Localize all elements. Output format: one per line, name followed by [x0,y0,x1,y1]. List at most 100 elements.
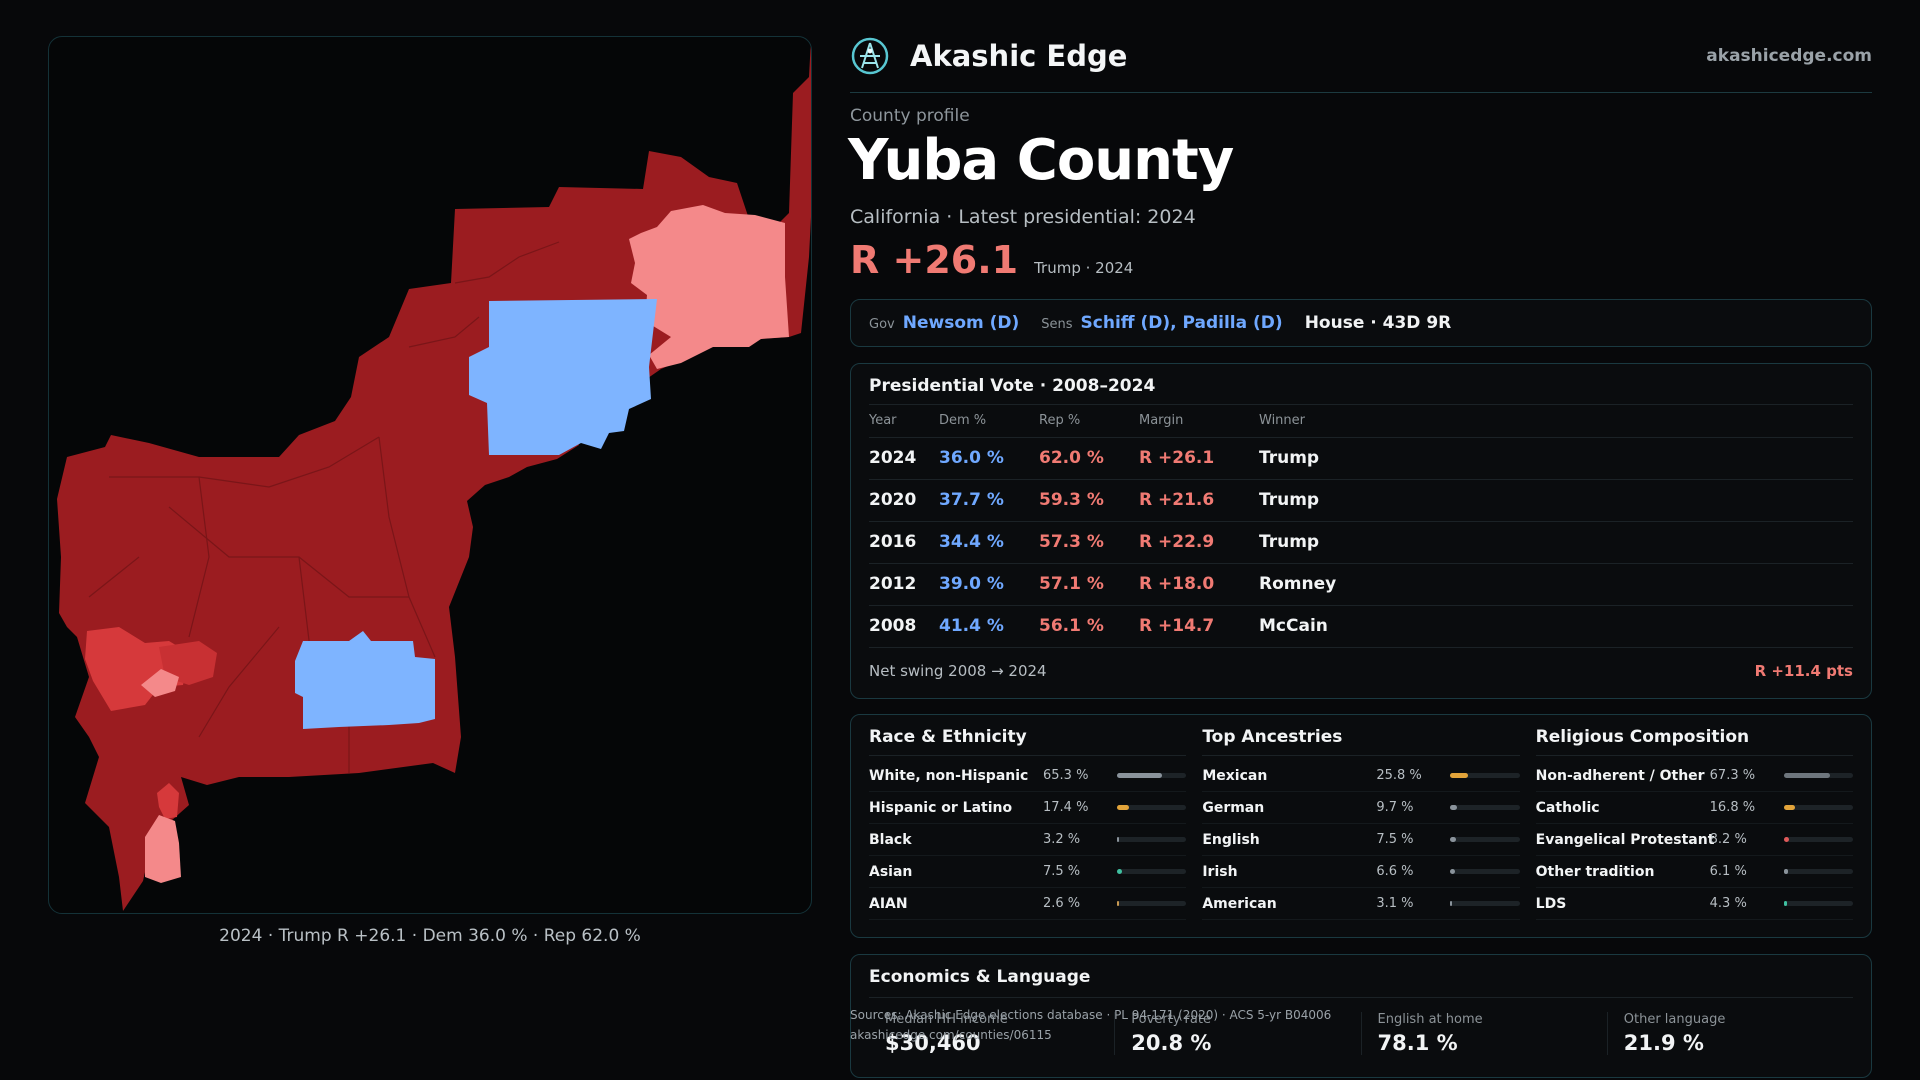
gov-key: Gov [869,317,895,332]
winner-cell: Romney [1259,563,1853,606]
demo-bar-fill [1783,837,1790,842]
table-row[interactable]: 2008 41.4 % 56.1 % R +14.7 McCain [869,605,1853,648]
demo-bar-fill [1450,869,1455,874]
demo-row: Irish 6.6 % [1202,856,1520,888]
year-cell: 2008 [869,605,939,648]
column-header: Dem % [939,405,1039,438]
demo-row: Mexican 25.8 % [1202,760,1520,792]
demo-value: 6.1 % [1709,864,1747,879]
sources-footer: Sources: Akashic Edge elections database… [850,1005,1331,1045]
demo-bar-fill [1450,805,1458,810]
demo-bar-fill [1450,773,1469,778]
demo-row: English 7.5 % [1202,824,1520,856]
precinct-map[interactable] [48,36,812,914]
house-delegation: House · 43D 9R [1304,313,1452,333]
demo-bar-fill [1450,901,1453,906]
demo-label: Mexican [1202,767,1268,784]
precinct-mid-rep-city[interactable] [159,641,217,685]
demo-value: 9.7 % [1376,800,1414,815]
column-header: Rep % [1039,405,1139,438]
governor-name[interactable]: Newsom (D) [902,313,1020,333]
demo-value: 67.3 % [1709,768,1756,783]
rep-cell: 57.1 % [1039,563,1139,606]
county-map-svg [57,39,811,911]
table-header-row: Year Dem % Rep % Margin Winner [869,405,1853,438]
demo-row: Catholic 16.8 % [1535,792,1853,824]
table-row[interactable]: 2016 34.4 % 57.3 % R +22.9 Trump [869,521,1853,564]
econ-stat-label: Poverty rate [1131,1012,1211,1027]
margin-cell: R +26.1 [1139,437,1259,480]
year-cell: 2012 [869,563,939,606]
presidential-table: Year Dem % Rep % Margin Winner 2024 36.0… [869,405,1853,648]
rep-cell: 62.0 % [1039,437,1139,480]
demo-row: White, non-Hispanic 65.3 % [869,760,1187,792]
econ-stat: English at home 78.1 % [1360,1012,1607,1055]
demo-row: Black 3.2 % [869,824,1187,856]
econ-stat: Other language 21.9 % [1606,1012,1853,1055]
precinct-strong-rep[interactable] [57,39,811,911]
section-title: Religious Composition [1535,727,1853,756]
presidential-title: Presidential Vote · 2008–2024 [869,376,1853,405]
headline-margin: R +26.1 Trump · 2024 [850,238,1133,282]
sources-text: Sources: Akashic Edge elections database… [850,1008,1332,1022]
race-ethnicity-section: Race & Ethnicity White, non-Hispanic 65.3… [869,727,1187,925]
column-header: Margin [1139,405,1259,438]
demo-bar [1117,901,1187,906]
precinct-dem-north[interactable] [469,299,657,455]
demo-bar [1783,901,1853,906]
column-header: Year [869,405,939,438]
brand-name: Akashic Edge [910,39,1128,73]
table-row[interactable]: 2020 37.7 % 59.3 % R +21.6 Trump [869,479,1853,522]
demo-bar [1450,773,1520,778]
precinct-dem-south[interactable] [295,631,435,729]
demo-row: Asian 7.5 % [869,856,1187,888]
demo-label: German [1202,799,1265,816]
demo-row: AIAN 2.6 % [869,888,1187,920]
akashic-logo-icon [851,37,889,75]
demo-label: White, non-Hispanic [869,767,1029,784]
section-title: Race & Ethnicity [869,727,1187,756]
section-title: Top Ancestries [1202,727,1520,756]
demo-label: Non-adherent / Other [1535,767,1705,784]
rep-cell: 57.3 % [1039,521,1139,564]
demo-value: 16.8 % [1709,800,1756,815]
sources-link[interactable]: akashicedge.com/counties/06115 [850,1028,1052,1042]
demo-value: 8.2 % [1709,832,1747,847]
demo-bar [1450,805,1520,810]
demo-label: LDS [1535,895,1567,912]
demo-row: Hispanic or Latino 17.4 % [869,792,1187,824]
demo-bar-fill [1783,773,1831,778]
column-header: Winner [1259,405,1853,438]
dem-cell: 41.4 % [939,605,1039,648]
brand-url-link[interactable]: akashicedge.com [1706,46,1872,66]
demo-bar-fill [1117,837,1120,842]
demo-bar [1117,773,1187,778]
precinct-lean-rep-south[interactable] [145,815,181,883]
table-row[interactable]: 2024 36.0 % 62.0 % R +26.1 Trump [869,437,1853,480]
precinct-mid-rep-south[interactable] [157,783,179,819]
year-cell: 2016 [869,521,939,564]
table-row[interactable]: 2012 39.0 % 57.1 % R +18.0 Romney [869,563,1853,606]
winner-cell: Trump [1259,479,1853,522]
demo-bar-fill [1117,869,1123,874]
econ-stat-value: 78.1 % [1377,1031,1458,1055]
demo-bar-fill [1450,837,1456,842]
presidential-vote-card: Presidential Vote · 2008–2024 Year Dem %… [850,363,1872,699]
econ-stat-value: 21.9 % [1623,1031,1704,1055]
demo-row: Non-adherent / Other 67.3 % [1535,760,1853,792]
winner-cell: Trump [1259,437,1853,480]
year-cell: 2024 [869,437,939,480]
econ-stat-label: Median HH income [885,1012,1008,1027]
brand[interactable]: Akashic Edge [850,36,1127,76]
precinct-lean-rep-northeast[interactable] [629,205,789,369]
demo-label: AIAN [869,895,908,912]
county-subline: California · Latest presidential: 2024 [850,206,1196,228]
senators-names[interactable]: Schiff (D), Padilla (D) [1080,313,1283,333]
econ-stat-label: English at home [1377,1012,1483,1027]
demo-bar [1783,805,1853,810]
precinct-lean-rep-southwest[interactable] [141,669,179,697]
winner-cell: Trump [1259,521,1853,564]
header-divider [850,92,1872,93]
demo-value: 17.4 % [1043,800,1089,815]
demo-label: Irish [1202,863,1238,880]
